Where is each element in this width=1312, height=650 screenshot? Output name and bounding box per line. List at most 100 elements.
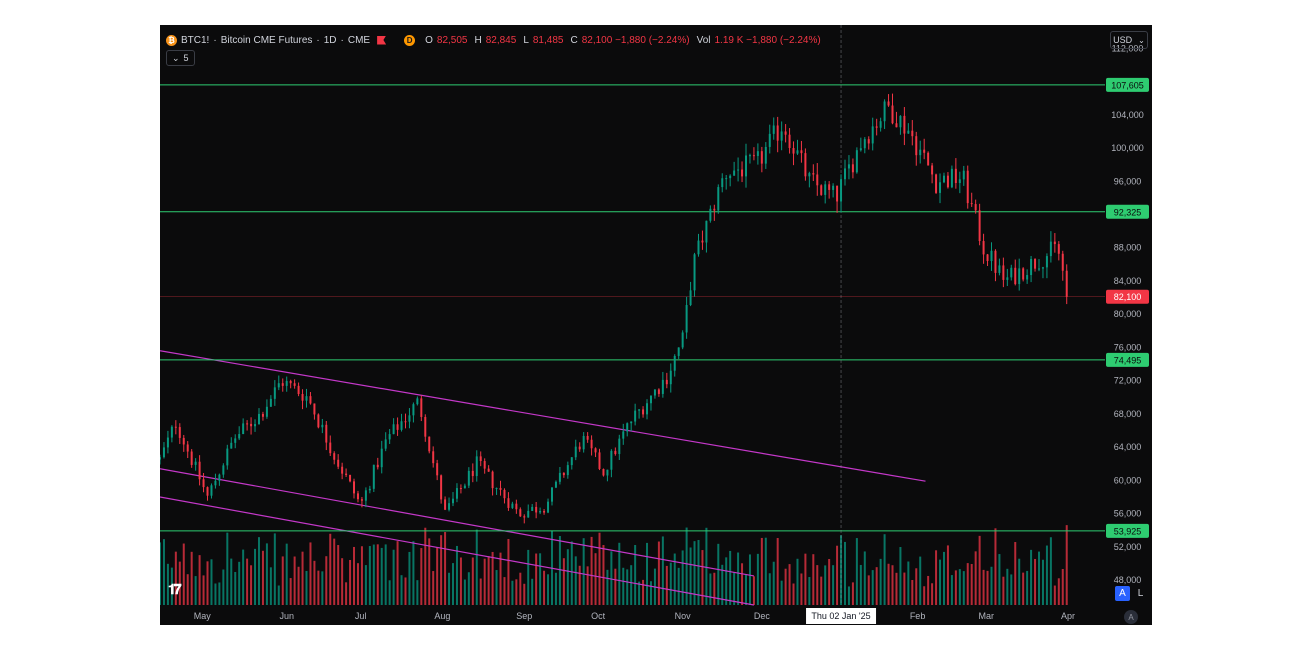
x-tick-label: Sep <box>516 611 532 621</box>
candle-body <box>903 115 906 134</box>
volume-bar <box>353 546 356 605</box>
candle-body <box>642 409 645 415</box>
volume-bar <box>812 554 815 605</box>
candle-body <box>182 437 185 445</box>
candle-body <box>1041 267 1044 269</box>
volume-bar <box>800 573 803 605</box>
candle-body <box>741 169 744 177</box>
level-price-badge <box>1106 523 1149 538</box>
volume-bar <box>578 565 581 605</box>
separator: · <box>340 34 344 46</box>
flag-icon <box>377 35 387 45</box>
volume-bar <box>689 547 692 605</box>
volume-bar <box>748 554 751 605</box>
auto-scale-button[interactable]: A <box>1115 586 1130 601</box>
candle-body <box>160 457 161 460</box>
symbol-header: ₿ BTC1! · Bitcoin CME Futures · 1D · CME… <box>166 32 824 48</box>
candle-body <box>550 487 553 502</box>
currency-label: USD <box>1113 35 1133 45</box>
candle-body <box>566 465 569 476</box>
y-tick-label: 104,000 <box>1111 110 1144 120</box>
indicators-toggle[interactable]: ⌄ 5 <box>166 50 195 66</box>
horizontal-levels: 107,605 92,325 74,495 53,925 82,100 <box>160 77 1149 538</box>
candle-body <box>808 173 811 177</box>
high-value: 82,845 <box>485 34 517 46</box>
close-label: C <box>570 34 578 46</box>
candle-body <box>646 403 649 415</box>
candle-body <box>804 153 807 177</box>
candle-body <box>840 179 843 202</box>
volume-bar <box>966 563 969 605</box>
volume-bar <box>772 561 775 605</box>
volume-bar <box>760 537 763 605</box>
volume-bar <box>570 541 573 605</box>
candle-body <box>539 510 542 513</box>
volume-bar <box>178 561 181 605</box>
volume-bar <box>642 579 645 605</box>
candle-body <box>1030 258 1033 276</box>
candle-body <box>923 149 926 153</box>
currency-select[interactable]: USD ⌄ <box>1110 31 1148 49</box>
volume-bar <box>475 529 478 605</box>
volume-bar <box>1018 558 1021 605</box>
volume-bar <box>432 571 435 605</box>
candle-body <box>499 487 502 490</box>
candle-body <box>475 456 478 477</box>
candle-body <box>511 503 514 508</box>
volume-bar <box>388 580 391 605</box>
volume-bar <box>515 579 518 605</box>
y-tick-label: 84,000 <box>1114 276 1142 286</box>
volume-bar <box>483 558 486 605</box>
volume-bar <box>289 578 292 605</box>
candle-body <box>202 479 205 488</box>
candle-body <box>986 254 989 262</box>
candle-body <box>935 174 938 193</box>
data-badge[interactable]: D <box>404 34 416 46</box>
log-scale-button[interactable]: L <box>1137 588 1144 599</box>
volume-bar <box>1010 574 1013 605</box>
y-tick-label: 64,000 <box>1114 442 1142 452</box>
exchange: CME <box>347 34 371 46</box>
volume-bar <box>404 577 407 605</box>
candle-body <box>301 394 304 401</box>
candle-body <box>265 406 268 417</box>
candle-body <box>701 240 704 243</box>
volume-bar <box>582 538 585 605</box>
symbol[interactable]: BTC1! <box>181 34 210 46</box>
price-chart[interactable]: 107,605 92,325 74,495 53,925 82,100 48,000 52… <box>160 25 1152 625</box>
volume-bar <box>729 550 732 605</box>
candle-body <box>448 503 451 510</box>
volume-bar <box>950 575 953 605</box>
volume-bar <box>321 571 324 605</box>
x-tick-label: Jul <box>355 611 367 621</box>
candle-body <box>919 149 922 156</box>
volume-bar <box>705 527 708 605</box>
volume-bar <box>448 572 451 605</box>
candle-body <box>891 105 894 124</box>
candle-body <box>772 125 775 134</box>
candle-body <box>570 457 573 466</box>
reset-scale-button[interactable]: A <box>1124 610 1138 624</box>
volume-bar <box>242 549 245 605</box>
candle-body <box>875 126 878 128</box>
volume-bar <box>784 568 787 605</box>
candle-body <box>487 468 490 472</box>
candle-body <box>178 427 181 438</box>
candle-body <box>899 115 902 128</box>
volume-bar <box>574 556 577 605</box>
candle-body <box>198 461 201 480</box>
volume-bar <box>174 551 177 605</box>
candle-body <box>547 501 550 513</box>
volume-bar <box>337 545 340 605</box>
chart-panel[interactable]: 107,605 92,325 74,495 53,925 82,100 48,000 52… <box>160 25 1152 625</box>
volume-bar <box>519 572 522 605</box>
volume-bar <box>182 543 185 605</box>
interval[interactable]: 1D <box>323 34 337 46</box>
close-value: 82,100 −1,880 (−2.24%) <box>581 34 690 46</box>
volume-bar <box>257 537 260 605</box>
candle-body <box>507 498 510 508</box>
volume-bar <box>804 553 807 605</box>
y-tick-label: 60,000 <box>1114 475 1142 485</box>
volume-bar <box>745 574 748 605</box>
volume-bar <box>384 544 387 605</box>
